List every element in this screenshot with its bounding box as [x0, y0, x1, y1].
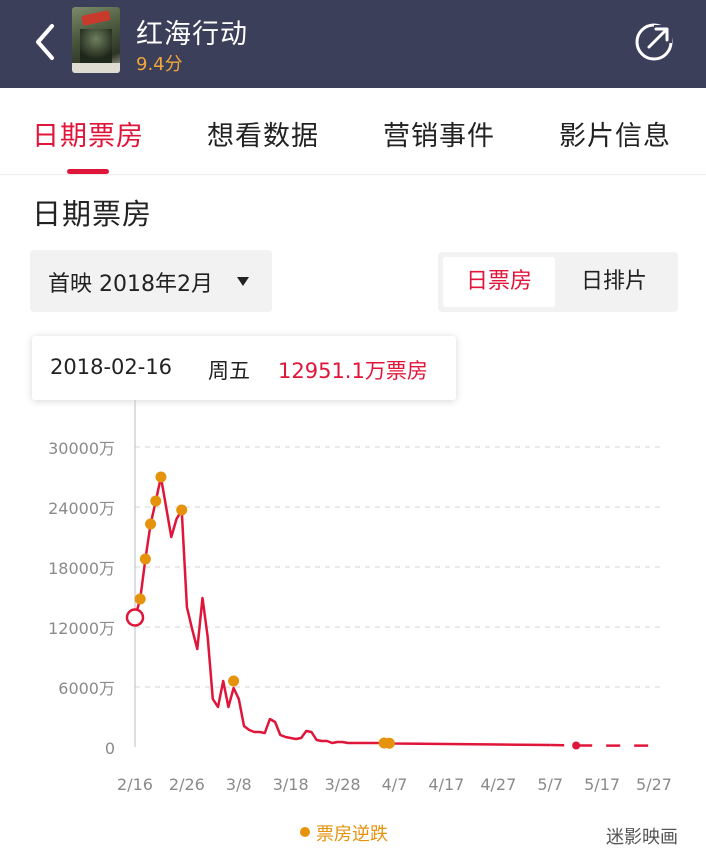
x-tick-label: 4/7: [382, 775, 408, 794]
x-tick-label: 5/27: [636, 775, 672, 794]
x-tick-label: 3/8: [226, 775, 252, 794]
selected-point: [125, 608, 145, 627]
reversal-marker: [176, 504, 188, 516]
reversal-marker: [383, 737, 395, 749]
x-tick-label: 3/18: [273, 775, 309, 794]
chart-tooltip: 2018-02-16 周五 12951.1万票房: [32, 336, 456, 400]
share-button[interactable]: [632, 20, 676, 64]
chevron-left-icon: [36, 24, 54, 60]
x-tick-label: 2/26: [169, 775, 205, 794]
reversal-marker: [228, 675, 240, 687]
metric-toggle: 日票房 日排片: [438, 252, 678, 312]
x-tick-label: 4/17: [428, 775, 464, 794]
movie-title: 红海行动: [136, 19, 248, 50]
x-tick-label: 3/28: [325, 775, 361, 794]
toggle-daily-box-office[interactable]: 日票房: [443, 257, 555, 307]
section-title: 日期票房: [32, 197, 153, 231]
toggle-daily-screenings[interactable]: 日排片: [580, 269, 647, 294]
caret-down-icon: [237, 277, 249, 286]
reversal-marker: [145, 518, 157, 530]
reversal-marker: [139, 553, 151, 565]
movie-poster[interactable]: [72, 7, 120, 73]
x-tick-label: 2/16: [117, 775, 153, 794]
series-line-tail: [550, 743, 655, 747]
tab-bar: 日期票房 想看数据 营销事件 影片信息: [0, 90, 706, 175]
series-line: [133, 475, 551, 747]
x-tick-label: 4/27: [480, 775, 516, 794]
tooltip-value: 12951.1万票房: [278, 359, 428, 383]
app-header: 红海行动 9.4分: [0, 0, 706, 88]
tab-daily-box-office[interactable]: 日期票房: [32, 121, 144, 152]
x-tick-label: 5/7: [537, 775, 563, 794]
reversal-marker: [134, 593, 146, 605]
back-button[interactable]: [28, 18, 68, 66]
month-dropdown-text: 首映 2018年2月: [48, 272, 214, 297]
movie-score: 9.4分: [136, 54, 183, 75]
tab-marketing-events[interactable]: 营销事件: [383, 121, 495, 152]
y-tick-label: 18000万: [48, 559, 115, 578]
share-icon: [635, 23, 673, 61]
tab-film-info[interactable]: 影片信息: [559, 121, 671, 152]
active-tab-indicator: [67, 169, 109, 174]
watermark: 迷影映画: [606, 827, 678, 848]
reversal-marker: [155, 471, 167, 483]
y-tick-label: 30000万: [48, 439, 115, 458]
y-tick-label: 12000万: [48, 619, 115, 638]
x-tick-label: 5/17: [584, 775, 620, 794]
y-tick-label: 6000万: [58, 679, 115, 698]
month-dropdown[interactable]: 首映 2018年2月: [30, 250, 272, 312]
tab-want-to-see[interactable]: 想看数据: [207, 121, 319, 152]
legend-marker-dot: [300, 827, 310, 837]
tooltip-date: 2018-02-16: [50, 355, 173, 379]
legend-label: 票房逆跌: [316, 824, 388, 845]
y-tick-label: 0: [105, 739, 115, 758]
y-tick-label: 24000万: [48, 499, 115, 518]
box-office-line-chart[interactable]: 0 6000万 12000万 18000万 24000万 30000万 2/16 2/26 3/…: [0, 400, 706, 810]
series-point: [572, 741, 581, 750]
tooltip-weekday: 周五: [208, 359, 250, 383]
reversal-marker: [150, 495, 162, 507]
